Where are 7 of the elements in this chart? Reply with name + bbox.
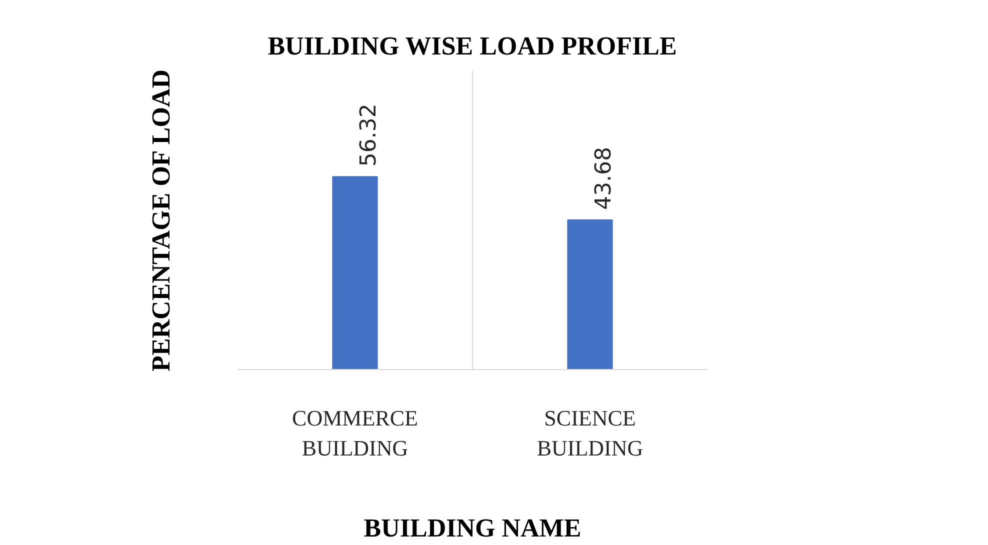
- data-label: 56.32: [356, 104, 382, 167]
- x-tick-label: SCIENCE BUILDING: [536, 406, 644, 460]
- x-tick-label: COMMERCE BUILDING: [292, 406, 418, 460]
- y-axis-title: PERCENTAGE OF LOAD: [146, 70, 176, 372]
- data-label: 43.68: [592, 146, 616, 210]
- chart-title: BUILDING WISE LOAD PROFILE: [268, 32, 677, 60]
- x-axis-title: BUILDING NAME: [364, 514, 582, 542]
